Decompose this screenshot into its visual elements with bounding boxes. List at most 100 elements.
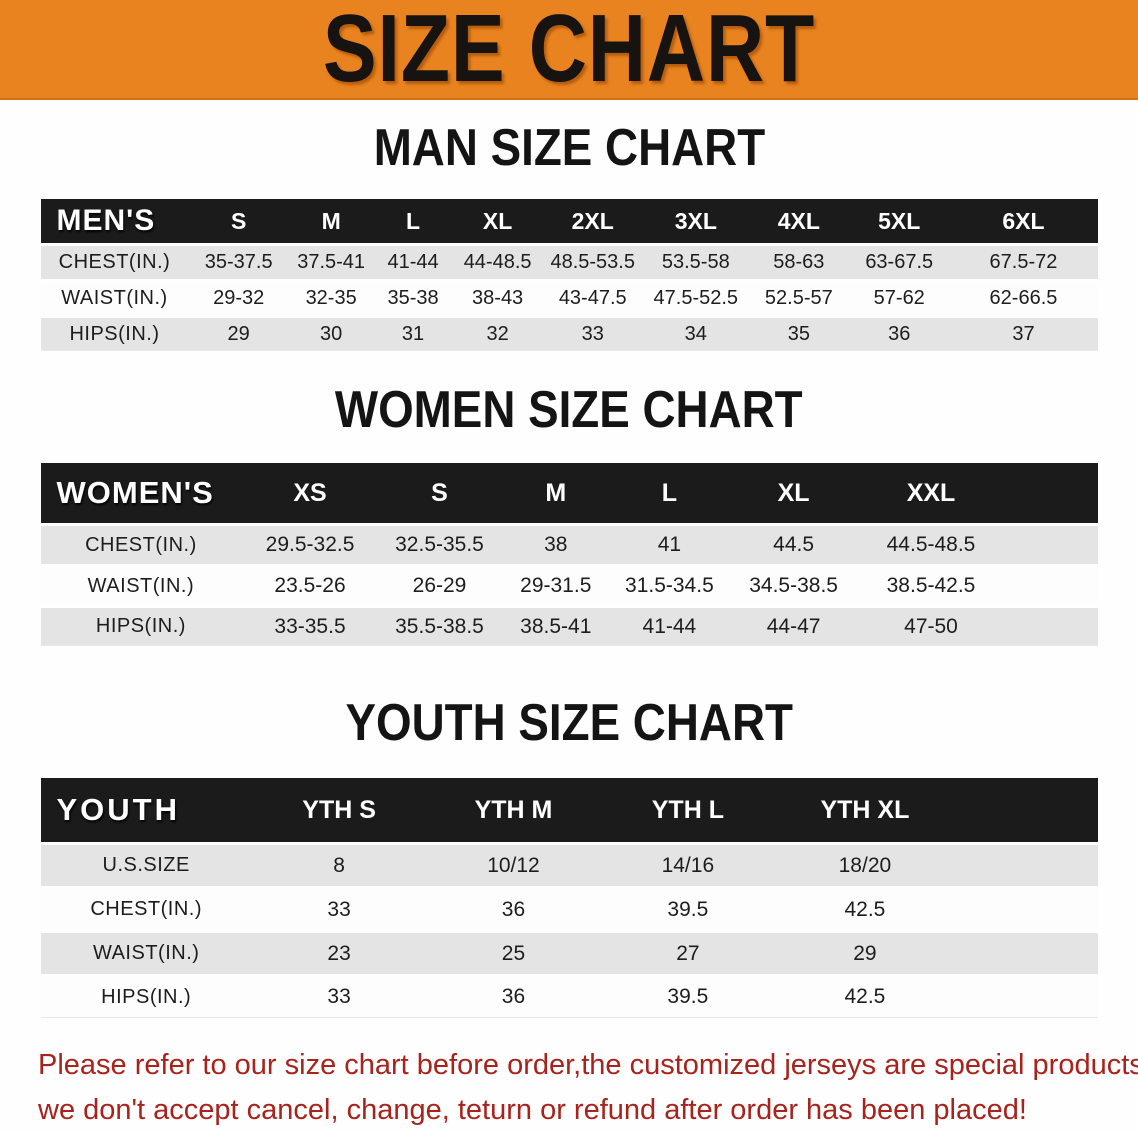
table-row: CHEST(IN.) 35-37.5 37.5-41 41-44 44-48.5 48.5… [40, 246, 1098, 279]
cell: 39.5 [600, 889, 776, 930]
women-section: WOMEN SIZE CHART WOMEN'S XS S M L XL XXL CHEST(… [0, 381, 1138, 649]
cell: 29.5-32.5 [241, 526, 379, 564]
cell: 37 [949, 318, 1098, 351]
cell: 63-67.5 [849, 246, 950, 279]
cell-filler [954, 977, 1098, 1018]
col-header: 4XL [748, 199, 850, 243]
col-header: S [378, 463, 501, 523]
cell: 44-47 [727, 608, 860, 646]
table-row: CHEST(IN.) 33 36 39.5 42.5 [40, 889, 1098, 930]
col-header: XL [452, 199, 543, 243]
table-row: WAIST(IN.) 23 25 27 29 [40, 933, 1098, 974]
cell: 32 [452, 318, 543, 351]
cell: 36 [426, 889, 601, 930]
cell: 25 [426, 933, 601, 974]
table-header-label: MEN'S [40, 199, 189, 243]
row-label: HIPS(IN.) [40, 318, 189, 351]
cell: 44.5-48.5 [859, 526, 1003, 564]
cell-filler [954, 889, 1098, 930]
cell: 44.5 [727, 526, 860, 564]
cell-filler [1002, 567, 1098, 605]
col-header: XS [241, 463, 379, 523]
cell: 35.5-38.5 [378, 608, 501, 646]
youth-section: YOUTH SIZE CHART YOUTH YTH S YTH M YTH L YTH… [0, 694, 1138, 1021]
cell: 18/20 [775, 845, 955, 886]
header-row: MEN'S S M L XL 2XL 3XL 4XL 5XL 6XL [40, 199, 1098, 243]
col-header: 2XL [542, 199, 643, 243]
cell: 29-31.5 [500, 567, 612, 605]
cell: 23 [251, 933, 427, 974]
cell: 38-43 [452, 282, 543, 315]
table-row: WAIST(IN.) 29-32 32-35 35-38 38-43 43-47.5 47.… [40, 282, 1098, 315]
youth-chart-heading-text: YOUTH SIZE CHART [345, 694, 793, 752]
banner-title: SIZE CHART [322, 0, 816, 100]
row-label: WAIST(IN.) [40, 282, 189, 315]
col-header: YTH M [426, 778, 601, 842]
cell: 62-66.5 [949, 282, 1098, 315]
cell: 30 [288, 318, 374, 351]
cell: 14/16 [600, 845, 776, 886]
youth-size-table: YOUTH YTH S YTH M YTH L YTH XL U.S.SIZE 8 10/12… [40, 775, 1098, 1021]
cell-filler [1002, 526, 1098, 564]
cell: 38.5-41 [500, 608, 612, 646]
col-header: M [500, 463, 612, 523]
col-header: XXL [859, 463, 1003, 523]
cell: 67.5-72 [949, 246, 1098, 279]
cell-filler [1002, 608, 1098, 646]
col-header-filler [1002, 463, 1098, 523]
col-header-filler [954, 778, 1098, 842]
cell: 38 [500, 526, 612, 564]
youth-chart-heading: YOUTH SIZE CHART [0, 694, 1138, 752]
cell-filler [954, 845, 1098, 886]
col-header: L [373, 199, 453, 243]
col-header: YTH L [600, 778, 776, 842]
disclaimer-line-2: we don't accept cancel, change, teturn o… [38, 1094, 1027, 1126]
table-row: HIPS(IN.) 29 30 31 32 33 34 35 36 37 [40, 318, 1098, 351]
table-row: HIPS(IN.) 33 36 39.5 42.5 [40, 977, 1098, 1018]
col-header: YTH XL [775, 778, 955, 842]
cell: 38.5-42.5 [859, 567, 1003, 605]
table-header-label: YOUTH [40, 778, 252, 842]
cell: 42.5 [775, 889, 955, 930]
cell: 29-32 [188, 282, 289, 315]
cell: 42.5 [775, 977, 955, 1018]
cell: 33 [542, 318, 643, 351]
cell: 29 [775, 933, 955, 974]
cell: 31.5-34.5 [611, 567, 728, 605]
women-chart-heading-text: WOMEN SIZE CHART [335, 381, 803, 439]
cell: 35-38 [373, 282, 453, 315]
cell: 53.5-58 [642, 246, 749, 279]
cell: 36 [849, 318, 950, 351]
row-label: CHEST(IN.) [40, 246, 189, 279]
header-row: WOMEN'S XS S M L XL XXL [40, 463, 1098, 523]
men-section: MAN SIZE CHART MEN'S S M L XL 2XL 3XL 4XL 5XL 6XL… [0, 119, 1138, 354]
cell-filler [954, 933, 1098, 974]
row-label: CHEST(IN.) [40, 526, 242, 564]
cell: 33 [251, 977, 427, 1018]
cell: 58-63 [748, 246, 850, 279]
table-row: HIPS(IN.) 33-35.5 35.5-38.5 38.5-41 41-44 44-… [40, 608, 1098, 646]
cell: 32-35 [288, 282, 374, 315]
col-header: 6XL [949, 199, 1098, 243]
size-chart-banner: SIZE CHART [0, 0, 1138, 100]
cell: 31 [373, 318, 453, 351]
col-header: 5XL [849, 199, 950, 243]
cell: 33 [251, 889, 427, 930]
men-chart-heading-text: MAN SIZE CHART [373, 119, 765, 177]
cell: 34.5-38.5 [727, 567, 860, 605]
cell: 36 [426, 977, 601, 1018]
cell: 37.5-41 [288, 246, 374, 279]
row-label: CHEST(IN.) [40, 889, 252, 930]
women-chart-heading: WOMEN SIZE CHART [0, 381, 1138, 439]
women-size-table: WOMEN'S XS S M L XL XXL CHEST(IN.) 29.5-32.5 32.5… [40, 460, 1098, 649]
table-row: WAIST(IN.) 23.5-26 26-29 29-31.5 31.5-34.5 34… [40, 567, 1098, 605]
header-row: YOUTH YTH S YTH M YTH L YTH XL [40, 778, 1098, 842]
cell: 47.5-52.5 [642, 282, 749, 315]
men-chart-heading: MAN SIZE CHART [0, 119, 1138, 177]
cell: 23.5-26 [241, 567, 379, 605]
cell: 41 [611, 526, 728, 564]
cell: 43-47.5 [542, 282, 643, 315]
cell: 41-44 [373, 246, 453, 279]
col-header: XL [727, 463, 860, 523]
